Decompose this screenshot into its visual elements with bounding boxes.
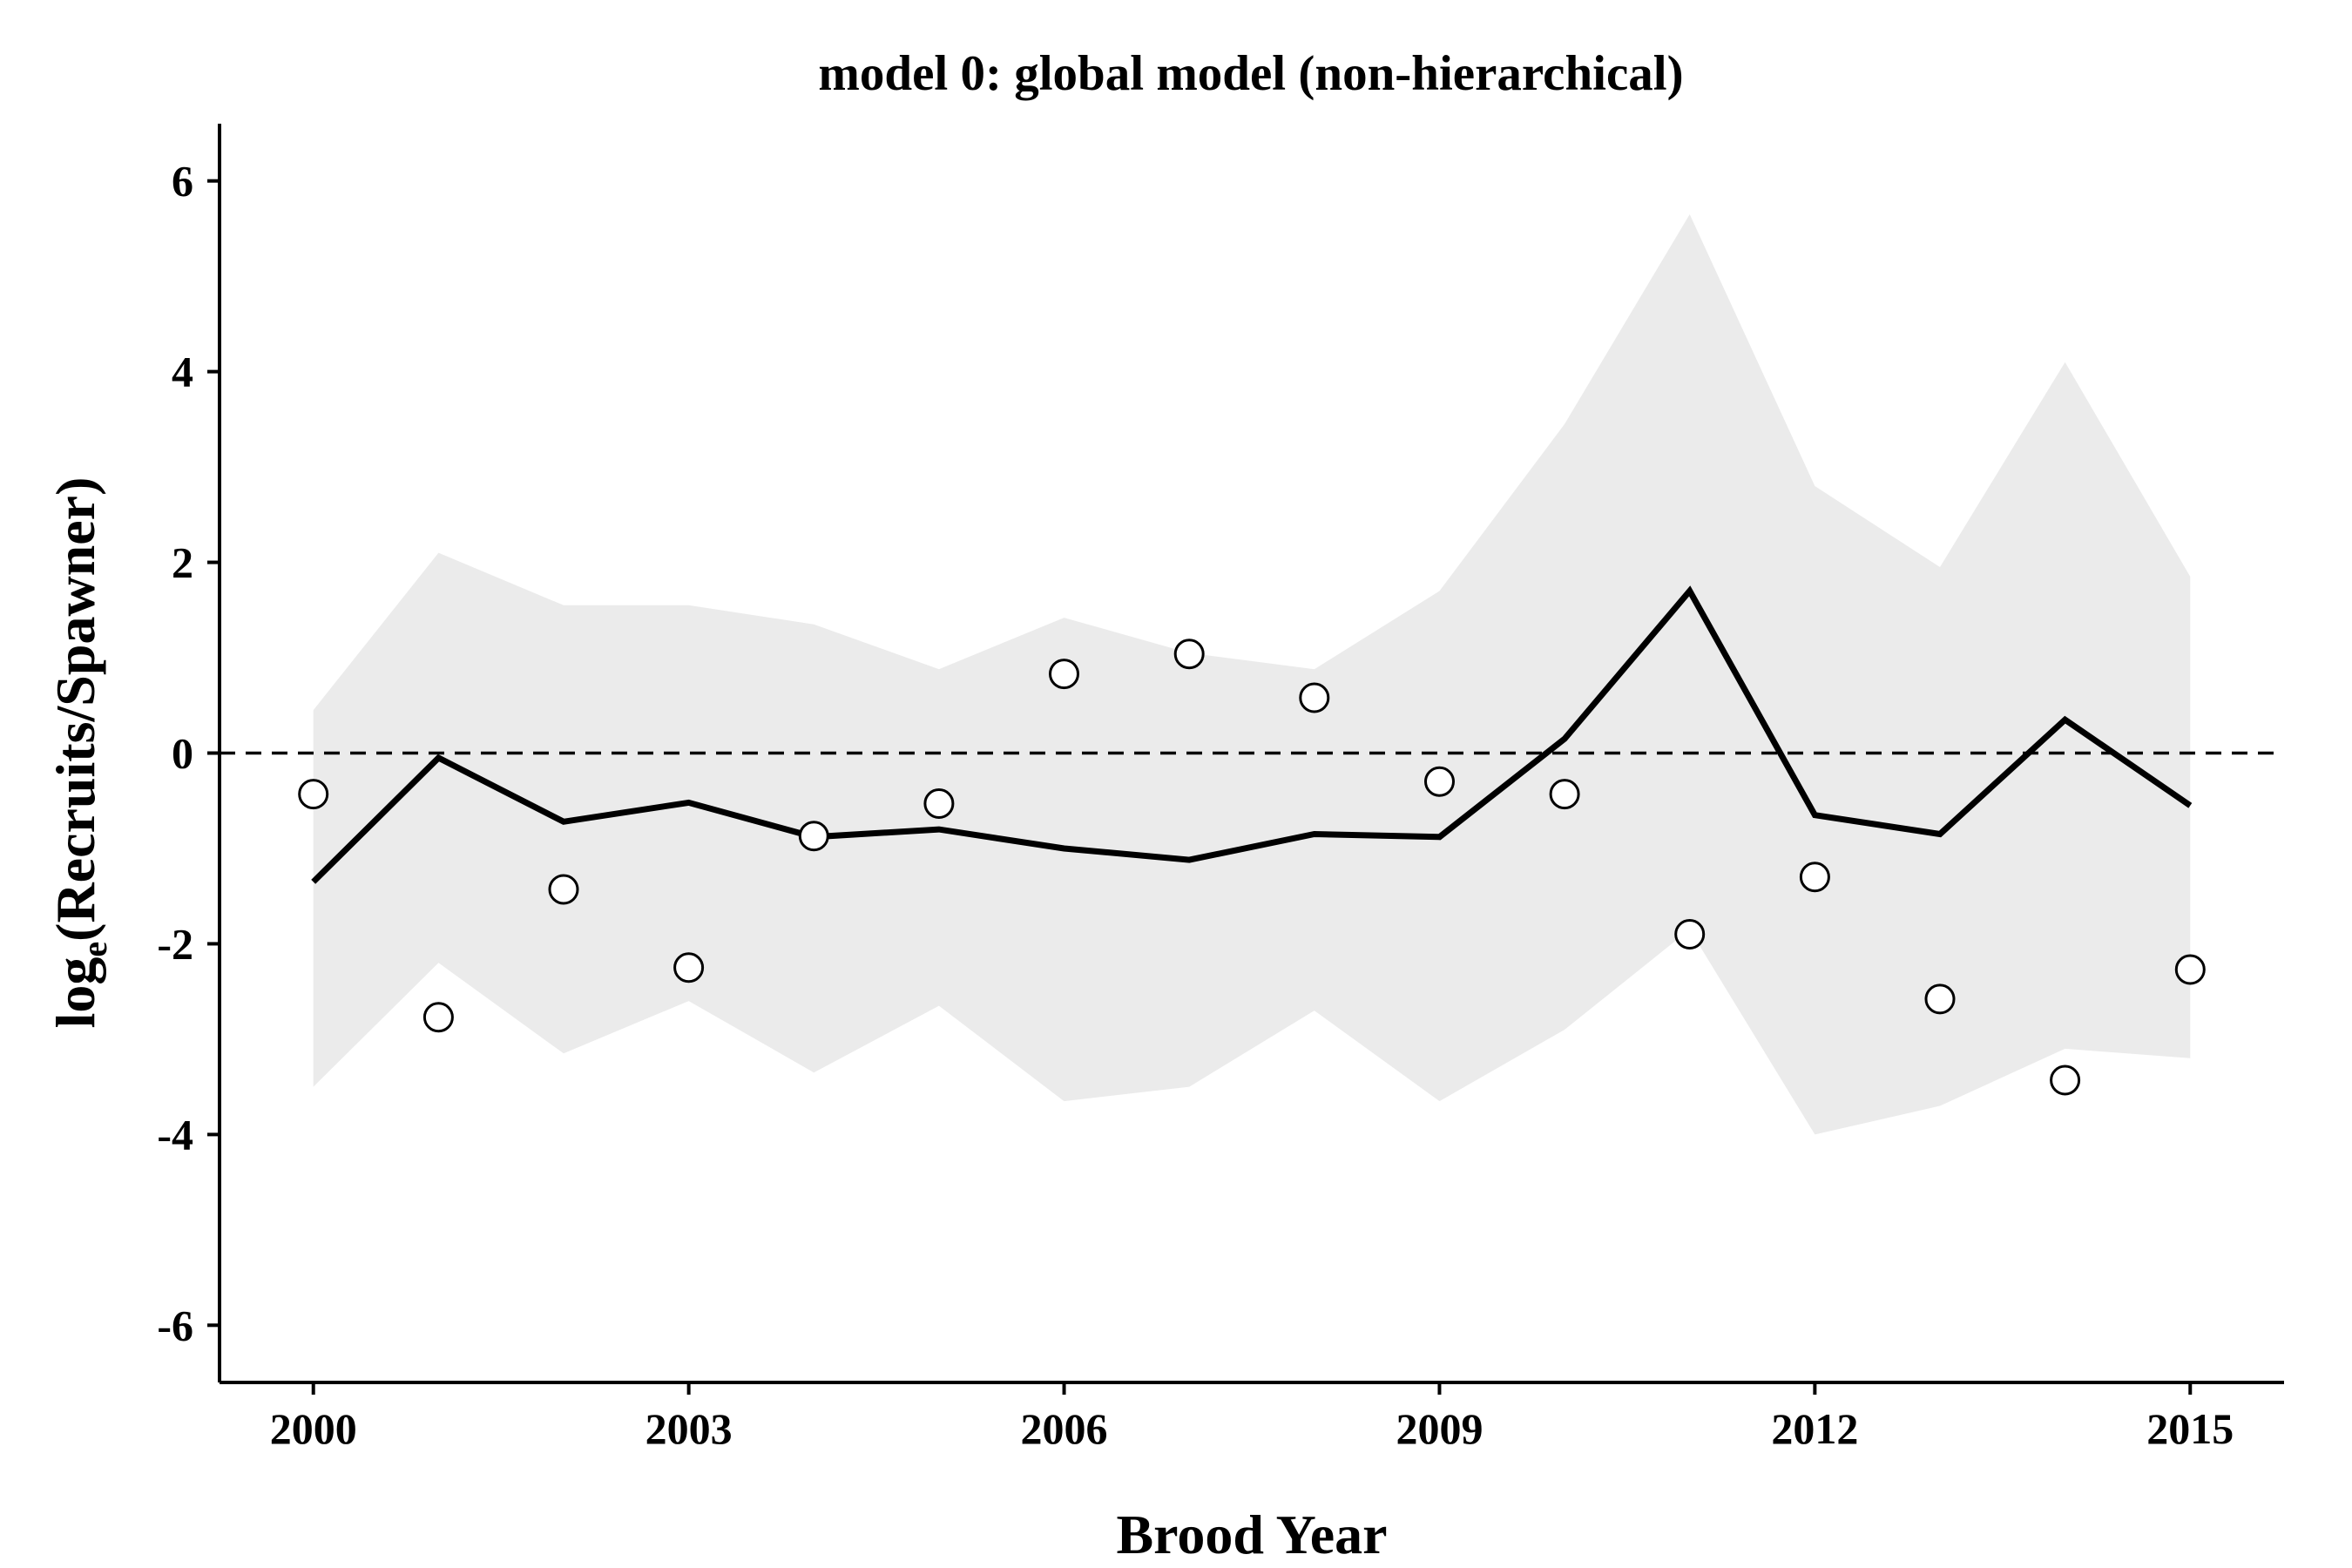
chart-title: model 0: global model (non-hierarchical) xyxy=(818,46,1683,101)
data-point xyxy=(798,821,829,852)
y-tick-label: -2 xyxy=(157,919,193,968)
data-point xyxy=(1674,919,1706,950)
data-point xyxy=(1049,659,1079,690)
x-axis-title: Brood Year xyxy=(1116,1504,1387,1565)
x-tick-label: 2015 xyxy=(2146,1404,2234,1453)
model-fit-line xyxy=(311,585,2193,884)
y-tick-label: 4 xyxy=(172,348,193,396)
observed-points xyxy=(298,639,2206,1096)
data-point xyxy=(1424,766,1455,797)
data-point xyxy=(1924,983,1956,1015)
data-point xyxy=(422,1002,454,1033)
y-axis-title-main: log xyxy=(44,957,106,1029)
y-axis-title: loge(Recruits/Spawner) xyxy=(44,477,114,1029)
confidence-band-area xyxy=(313,214,2191,1135)
y-axis-title-subscript: e xyxy=(75,942,114,957)
data-point xyxy=(923,788,955,819)
y-axis-ticks: -6 -4 -2 0 2 4 6 xyxy=(157,157,220,1349)
y-tick-label: 6 xyxy=(172,157,193,206)
data-point xyxy=(673,952,705,983)
x-tick-label: 2006 xyxy=(1021,1404,1108,1453)
x-tick-label: 2009 xyxy=(1396,1404,1483,1453)
data-point xyxy=(1549,779,1580,810)
x-tick-label: 2000 xyxy=(270,1404,357,1453)
data-point xyxy=(2050,1064,2081,1096)
data-point xyxy=(298,779,329,810)
y-tick-label: 2 xyxy=(172,538,193,587)
x-axis-ticks: 2000 2003 2006 2009 2012 2015 xyxy=(270,1382,2234,1453)
confidence-band xyxy=(313,214,2191,1135)
data-point xyxy=(1799,862,1830,893)
data-point xyxy=(548,874,579,905)
fit-line-path xyxy=(311,585,2193,884)
y-tick-label: -4 xyxy=(157,1110,193,1159)
data-point xyxy=(2174,954,2206,985)
x-tick-label: 2003 xyxy=(645,1404,733,1453)
y-tick-label: -6 xyxy=(157,1301,193,1349)
data-point xyxy=(1299,682,1330,713)
data-point xyxy=(1173,639,1205,670)
y-tick-label: 0 xyxy=(172,729,193,778)
x-tick-label: 2012 xyxy=(1771,1404,1858,1453)
y-axis-title-rest: (Recruits/Spawner) xyxy=(44,477,106,942)
